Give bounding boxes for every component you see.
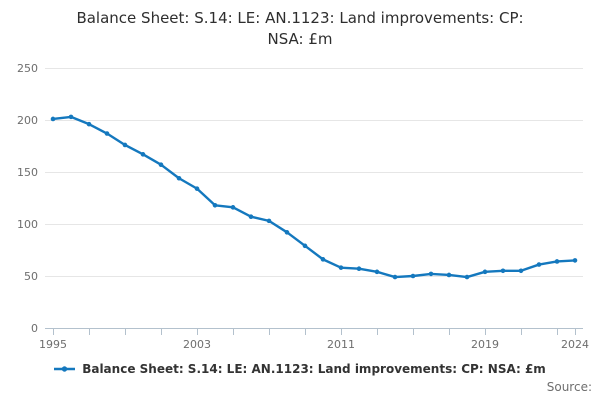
data-point [572,258,578,263]
data-point [554,259,560,264]
data-point [500,268,506,274]
data-point [194,186,200,191]
legend-label: Balance Sheet: S.14: LE: AN.1123: Land i… [82,362,546,376]
x-tick-label: 2003 [183,338,211,351]
data-point [68,114,74,120]
data-point [86,121,92,127]
series-line [51,115,577,279]
data-point [518,268,524,274]
data-point [248,214,254,220]
y-tick-label: 250 [17,62,38,75]
data-point [356,266,362,272]
y-tick-label: 50 [24,270,38,283]
x-tick-label: 2019 [471,338,499,351]
data-point [536,262,542,267]
chart-legend: Balance Sheet: S.14: LE: AN.1123: Land i… [0,362,600,376]
data-point [464,274,470,280]
chart-title-line1: Balance Sheet: S.14: LE: AN.1123: Land i… [76,9,524,27]
data-point [320,257,326,262]
y-tick-label: 100 [17,218,38,231]
chart-title-line2: NSA: £m [267,30,333,48]
data-point [284,230,290,235]
data-point [302,243,308,249]
data-point [428,271,434,277]
data-point [482,269,488,275]
data-point [266,218,272,224]
y-tick-label: 200 [17,114,38,127]
data-point [392,274,398,280]
data-point [158,162,164,168]
data-point [338,265,344,270]
data-point [374,269,380,275]
data-point [104,131,110,136]
data-point [230,205,236,210]
x-tick-label: 2024 [561,338,589,351]
x-tick-label: 1995 [39,338,67,351]
source-note: Source: [546,380,592,394]
data-point [446,272,452,278]
y-tick-label: 150 [17,166,38,179]
data-point [140,152,146,157]
data-point [122,142,128,148]
chart-title: Balance Sheet: S.14: LE: AN.1123: Land i… [0,8,600,50]
y-tick-label: 0 [31,322,38,335]
data-point [410,273,416,279]
legend-line-marker-icon [54,366,76,372]
data-point [50,116,56,122]
data-point [176,175,182,181]
x-tick-label: 2011 [327,338,355,351]
data-point [212,202,218,208]
